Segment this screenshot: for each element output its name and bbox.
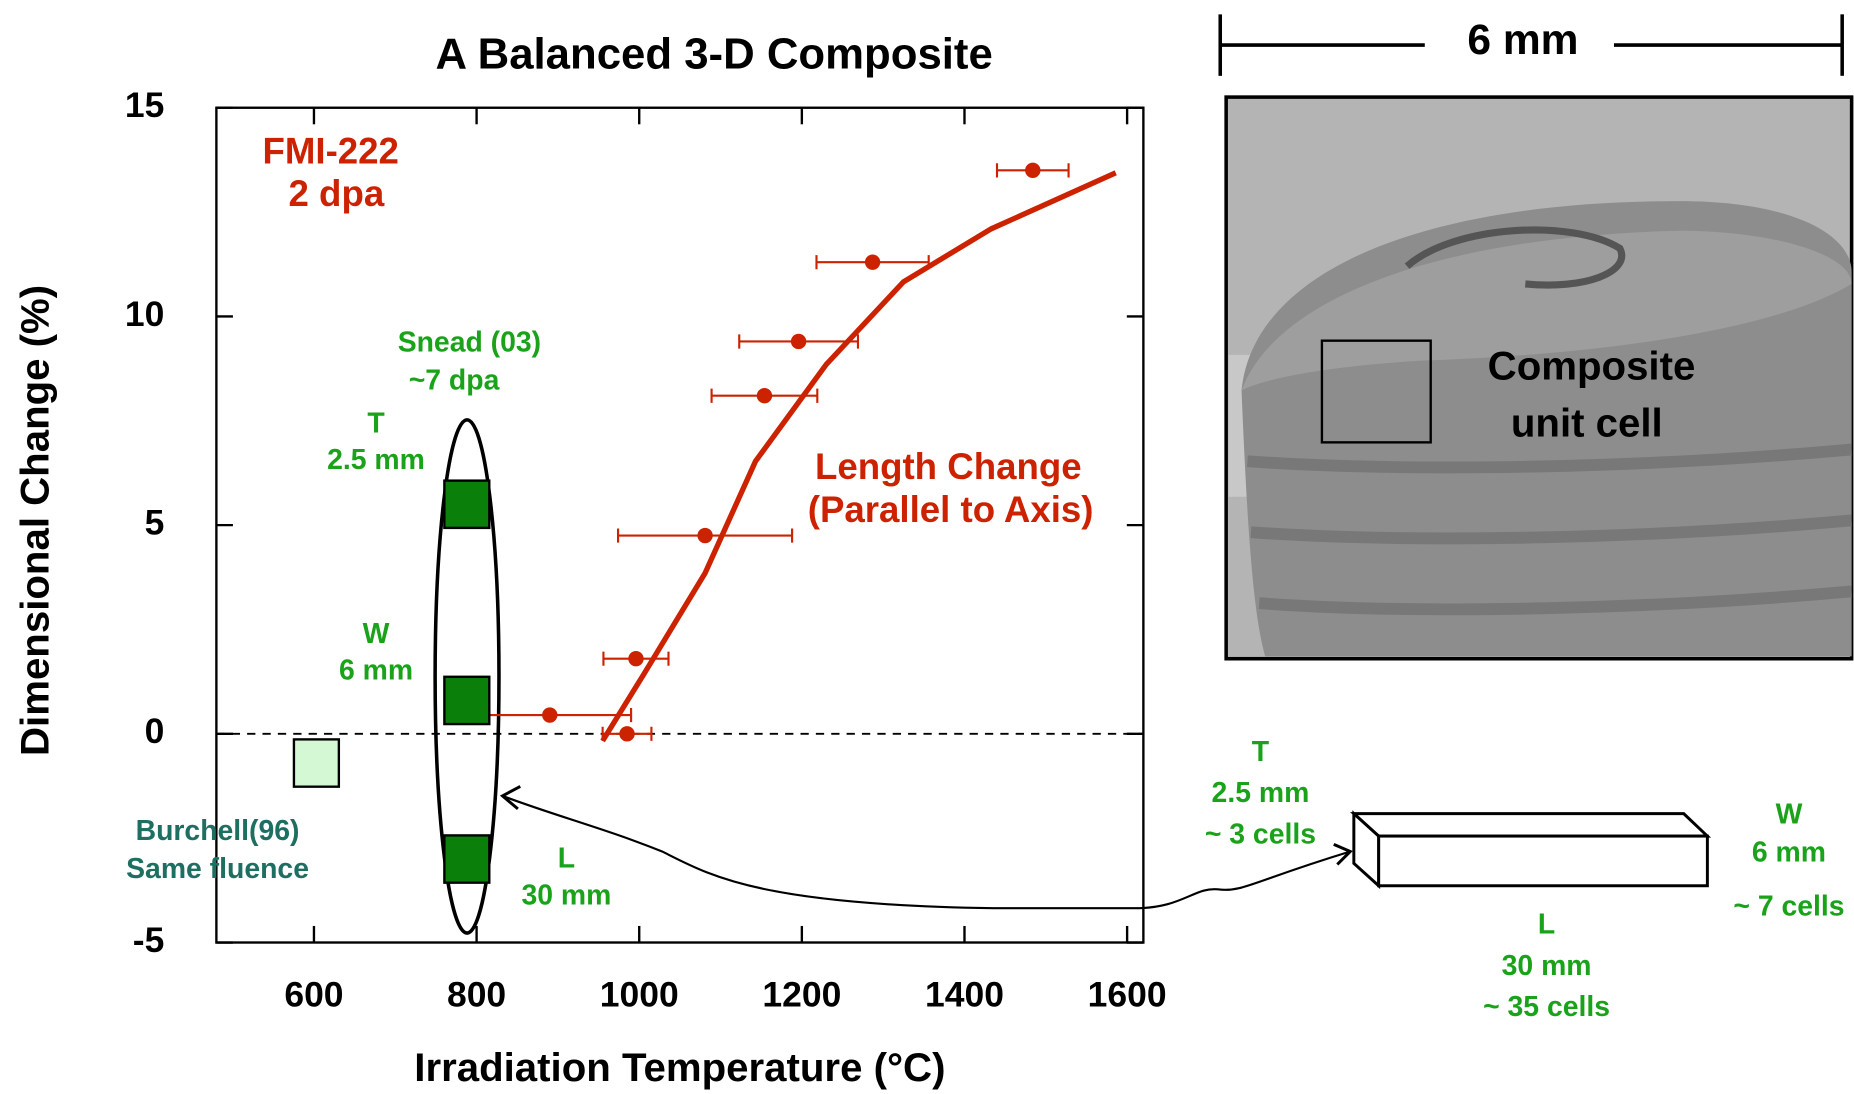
data-point: [756, 388, 773, 404]
inset-label: unit cell: [1511, 400, 1663, 445]
point-label: 30 mm: [521, 879, 611, 911]
series-label: (Parallel to Axis): [808, 489, 1094, 530]
data-point: [697, 527, 713, 544]
series-label: 2 dpa: [289, 173, 385, 214]
y-axis-title: Dimensional Change (%): [12, 285, 57, 756]
data-point: [790, 333, 807, 350]
y-tick-label: 0: [145, 711, 165, 751]
box-label: W: [1776, 798, 1803, 830]
point-label: T: [367, 408, 385, 440]
chart-title: A Balanced 3-D Composite: [436, 29, 993, 78]
data-point: [864, 254, 881, 270]
y-tick-label: 10: [125, 294, 164, 334]
y-tick-label: 5: [145, 503, 165, 543]
arrowhead: [499, 785, 1353, 866]
data-point: [619, 726, 635, 742]
box-label: 30 mm: [1502, 950, 1592, 982]
square-marker: [443, 675, 491, 726]
x-tick-label: 1600: [1088, 974, 1167, 1014]
point-label: 6 mm: [339, 655, 413, 687]
specimen-sketch: [1350, 810, 1712, 890]
square-marker: [292, 738, 341, 788]
box-label: ~ 3 cells: [1205, 819, 1316, 851]
series-label: FMI-222: [262, 131, 398, 172]
box-label: ~ 7 cells: [1733, 891, 1844, 923]
series-label: Length Change: [815, 446, 1082, 487]
fit-line: [600, 170, 1117, 743]
photo: [1224, 95, 1854, 661]
group-ellipse: [433, 418, 501, 935]
point-label: W: [363, 618, 390, 650]
box-label: 2.5 mm: [1212, 777, 1310, 809]
square-marker: [443, 834, 491, 884]
x-tick-label: 600: [284, 974, 343, 1014]
x-tick-label: 1000: [600, 974, 679, 1014]
x-axis-title: Irradiation Temperature (°C): [414, 1045, 945, 1090]
y-tick-label: 15: [125, 85, 164, 125]
x-tick-label: 800: [447, 974, 506, 1014]
data-point: [542, 707, 558, 723]
point-label: 2.5 mm: [327, 444, 425, 476]
scale-label: 6 mm: [1467, 16, 1578, 64]
series-label: ~7 dpa: [409, 365, 500, 397]
series-label: Snead (03): [398, 327, 541, 359]
series-label: Same fluence: [126, 853, 309, 885]
data-point: [1025, 162, 1041, 179]
box-label: T: [1252, 736, 1270, 768]
y-tick-label: -5: [133, 920, 165, 960]
x-tick-label: 1200: [762, 974, 841, 1014]
x-tick-label: 1400: [925, 974, 1004, 1014]
point-label: L: [558, 843, 575, 875]
box-label: ~ 35 cells: [1483, 991, 1610, 1023]
series-label: Burchell(96): [136, 815, 300, 847]
box-label: L: [1538, 908, 1555, 940]
scale-bar: [1218, 14, 1844, 76]
connector: [502, 794, 1351, 910]
box-label: 6 mm: [1752, 836, 1826, 868]
square-marker: [443, 479, 491, 530]
inset-label: Composite: [1488, 344, 1696, 389]
data-point: [628, 651, 644, 667]
